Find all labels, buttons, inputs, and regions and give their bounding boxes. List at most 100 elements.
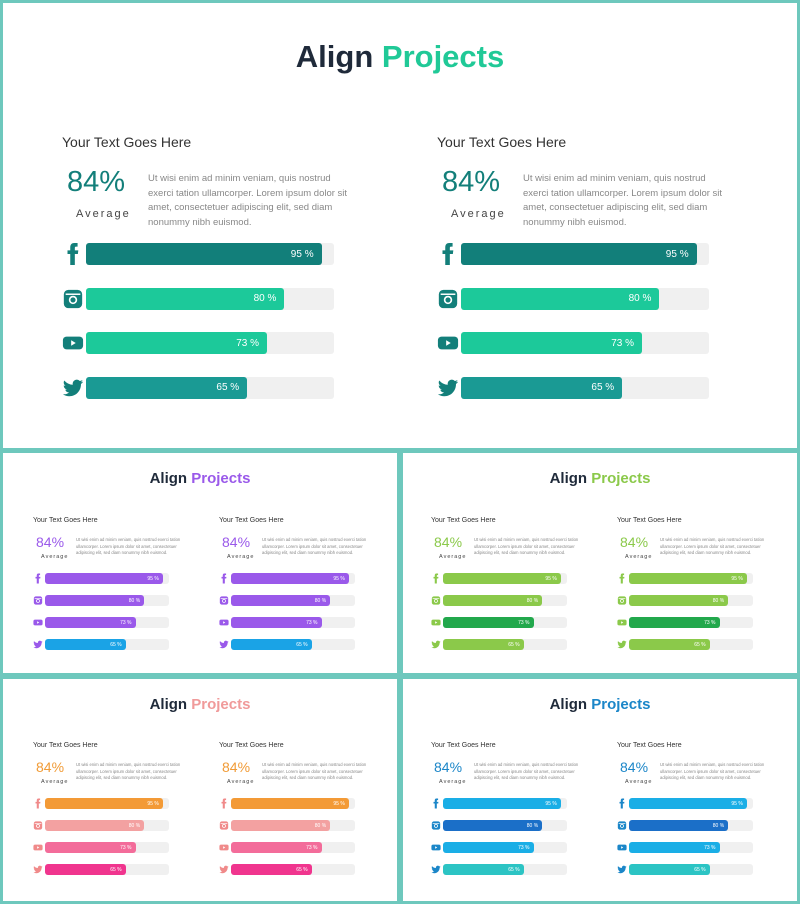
- bar-row: 73 %: [33, 842, 193, 853]
- slide-main[interactable]: Align Projects Your Text Goes Here 84% Ave…: [3, 3, 797, 448]
- youtube-icon[interactable]: [431, 842, 441, 853]
- instagram-icon[interactable]: [617, 595, 627, 606]
- instagram-icon[interactable]: [33, 595, 43, 606]
- slide-thumbnail-purple[interactable]: Align Projects Your Text Goes Here 84% Ave…: [3, 453, 397, 673]
- bar-row: 80 %: [617, 820, 777, 831]
- bar-row: 65 %: [431, 639, 591, 650]
- progress-fill: 73 %: [231, 842, 322, 853]
- facebook-icon[interactable]: [431, 573, 441, 584]
- youtube-icon[interactable]: [437, 332, 459, 354]
- progress-label: 65 %: [508, 641, 520, 648]
- bar-row: 95 %: [617, 798, 777, 809]
- twitter-icon[interactable]: [617, 639, 627, 650]
- average-percent: 84%: [434, 759, 463, 775]
- facebook-icon[interactable]: [431, 798, 441, 809]
- twitter-icon[interactable]: [33, 864, 43, 875]
- facebook-icon[interactable]: [437, 243, 459, 265]
- progress-fill: 80 %: [629, 820, 729, 831]
- title-word-accent: Projects: [191, 470, 251, 487]
- progress-label: 95 %: [545, 800, 557, 807]
- progress-fill: 95 %: [443, 573, 561, 584]
- title-word-dark: Align: [149, 696, 188, 713]
- youtube-icon[interactable]: [33, 842, 43, 853]
- twitter-icon[interactable]: [431, 864, 441, 875]
- slide-title: Align Projects: [403, 470, 797, 487]
- progress-track: 73 %: [443, 617, 567, 628]
- youtube-icon[interactable]: [617, 842, 627, 853]
- stat-block: 84% Average Ut wisi enim ad minim veniam, …: [219, 754, 379, 794]
- progress-fill: 65 %: [443, 864, 524, 875]
- progress-fill: 95 %: [45, 798, 163, 809]
- bar-row: 73 %: [437, 332, 757, 354]
- progress-track: 73 %: [629, 842, 753, 853]
- bar-row: 80 %: [33, 820, 193, 831]
- youtube-icon[interactable]: [617, 617, 627, 628]
- stat-heading: Your Text Goes Here: [617, 742, 682, 749]
- stat-column-left: Your Text Goes Here 84% Average Ut wisi eni…: [33, 517, 193, 657]
- youtube-icon[interactable]: [33, 617, 43, 628]
- facebook-icon[interactable]: [33, 798, 43, 809]
- progress-track: 80 %: [45, 820, 169, 831]
- progress-label: 95 %: [147, 575, 159, 582]
- stat-block: 84% Average Ut wisi enim ad minim veniam, …: [33, 529, 193, 569]
- average-label: Average: [41, 554, 69, 560]
- average-percent: 84%: [222, 759, 251, 775]
- stat-column-left: Your Text Goes Here 84% Average Ut wisi eni…: [431, 742, 591, 882]
- facebook-icon[interactable]: [33, 573, 43, 584]
- progress-fill: 80 %: [231, 595, 331, 606]
- progress-fill: 73 %: [629, 842, 720, 853]
- stat-block: 84% Average Ut wisi enim ad minim veniam, …: [617, 529, 777, 569]
- bar-row: 95 %: [62, 243, 382, 265]
- stat-block: 84% Average Ut wisi enim ad minim veniam, …: [219, 529, 379, 569]
- instagram-icon[interactable]: [219, 820, 229, 831]
- facebook-icon[interactable]: [219, 798, 229, 809]
- bar-row: 95 %: [437, 243, 757, 265]
- progress-fill: 65 %: [45, 864, 126, 875]
- average-percent: 84%: [67, 166, 126, 198]
- instagram-icon[interactable]: [62, 288, 84, 310]
- instagram-icon[interactable]: [431, 820, 441, 831]
- youtube-icon[interactable]: [62, 332, 84, 354]
- youtube-icon[interactable]: [219, 617, 229, 628]
- slide-thumbnail-blue[interactable]: Align Projects Your Text Goes Here 84% Ave…: [403, 679, 797, 901]
- twitter-icon[interactable]: [431, 639, 441, 650]
- instagram-icon[interactable]: [219, 595, 229, 606]
- twitter-icon[interactable]: [437, 377, 459, 399]
- twitter-icon[interactable]: [219, 639, 229, 650]
- facebook-icon[interactable]: [617, 798, 627, 809]
- twitter-icon[interactable]: [617, 864, 627, 875]
- average-label: Average: [439, 554, 467, 560]
- progress-track: 65 %: [86, 376, 334, 399]
- stat-heading: Your Text Goes Here: [33, 517, 98, 524]
- facebook-icon[interactable]: [219, 573, 229, 584]
- progress-track: 80 %: [443, 595, 567, 606]
- progress-fill: 95 %: [231, 798, 349, 809]
- progress-track: 80 %: [443, 820, 567, 831]
- youtube-icon[interactable]: [219, 842, 229, 853]
- facebook-icon[interactable]: [62, 243, 84, 265]
- progress-label: 80 %: [712, 822, 725, 829]
- bar-row: 65 %: [617, 864, 777, 875]
- progress-fill: 80 %: [45, 820, 145, 831]
- twitter-icon[interactable]: [219, 864, 229, 875]
- slide-thumbnail-pink[interactable]: Align Projects Your Text Goes Here 84% Ave…: [3, 679, 397, 901]
- progress-label: 65 %: [296, 641, 308, 648]
- progress-fill: 65 %: [231, 864, 312, 875]
- facebook-icon[interactable]: [617, 573, 627, 584]
- youtube-icon[interactable]: [431, 617, 441, 628]
- progress-fill: 73 %: [231, 617, 322, 628]
- stat-column-left: Your Text Goes Here 84% Average Ut wisi eni…: [431, 517, 591, 657]
- twitter-icon[interactable]: [62, 377, 84, 399]
- average-percent: 84%: [620, 534, 649, 550]
- instagram-icon[interactable]: [33, 820, 43, 831]
- twitter-icon[interactable]: [33, 639, 43, 650]
- instagram-icon[interactable]: [617, 820, 627, 831]
- progress-fill: 95 %: [461, 243, 697, 265]
- bar-row: 80 %: [62, 287, 382, 310]
- average-label: Average: [439, 779, 467, 785]
- average-percent: 84%: [222, 534, 251, 550]
- instagram-icon[interactable]: [437, 288, 459, 310]
- slide-thumbnail-green[interactable]: Align Projects Your Text Goes Here 84% Ave…: [403, 453, 797, 673]
- instagram-icon[interactable]: [431, 595, 441, 606]
- progress-fill: 95 %: [86, 243, 322, 265]
